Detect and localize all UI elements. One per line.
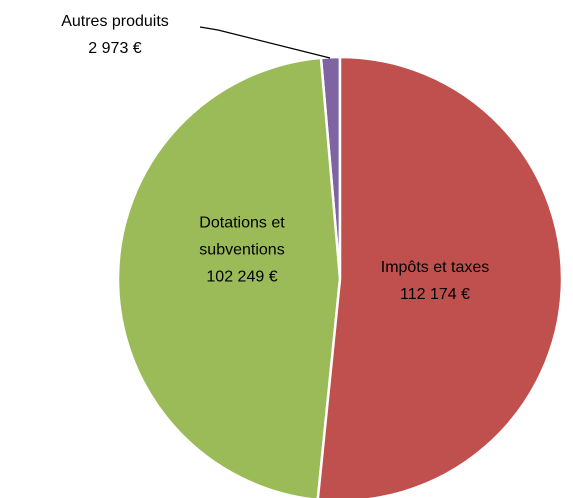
pie-slice bbox=[116, 56, 342, 498]
slice-label: Autres produits 2 973 € bbox=[61, 8, 169, 62]
slice-label: Dotations et subventions 102 249 € bbox=[167, 210, 317, 291]
pie-slice bbox=[316, 55, 564, 498]
value-label: 112 174 € bbox=[400, 286, 470, 303]
slice-label: Impôts et taxes 112 174 € bbox=[381, 254, 490, 308]
value-label: 102 249 € bbox=[206, 268, 278, 286]
category-name: Autres produits bbox=[61, 13, 169, 30]
category-name: Impôts et taxes bbox=[380, 259, 490, 276]
value-label: 2 973 € bbox=[88, 40, 142, 57]
leader-line bbox=[199, 26, 331, 59]
category-name: Dotations et subventions bbox=[199, 214, 285, 259]
